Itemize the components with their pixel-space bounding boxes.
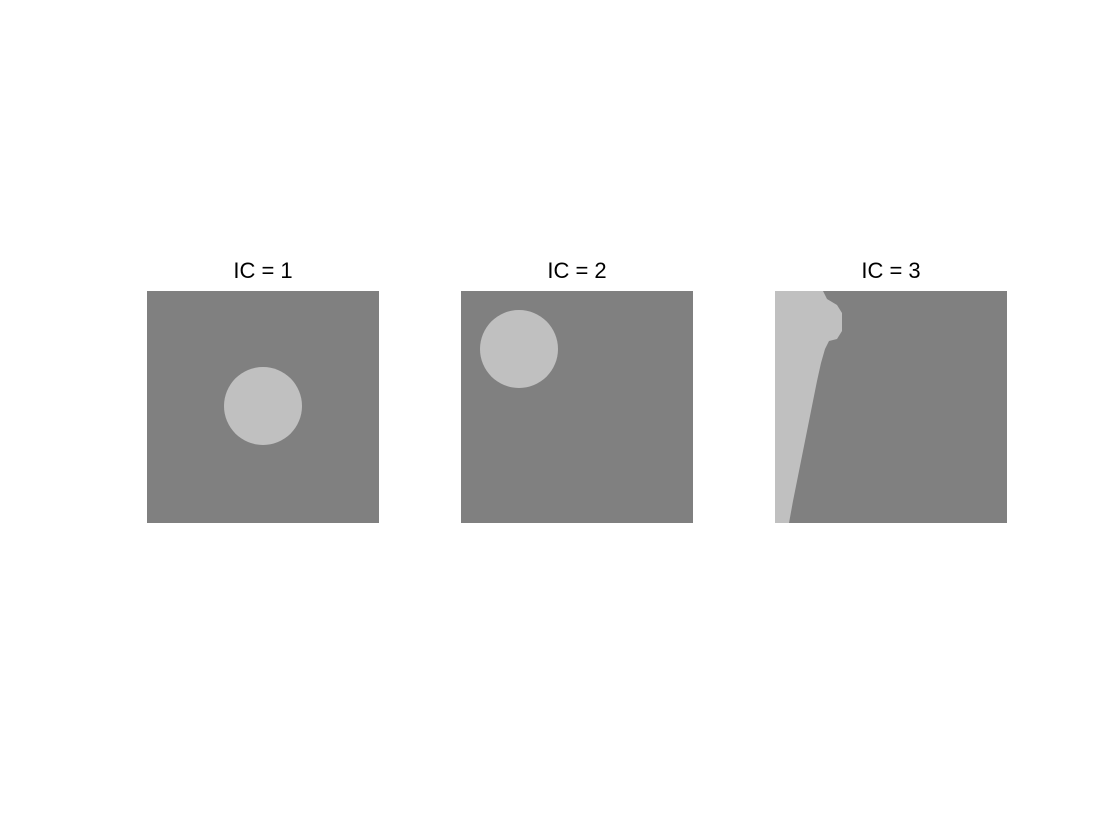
foreground-region [775,291,842,523]
panel-title: IC = 3 [861,258,921,283]
panel-image [775,291,1007,523]
panel-image [147,291,379,523]
foreground-blob [480,310,558,388]
foreground-blob [224,367,302,445]
panel-title: IC = 1 [233,258,293,283]
panel-image [461,291,693,523]
panel-title: IC = 2 [547,258,607,283]
